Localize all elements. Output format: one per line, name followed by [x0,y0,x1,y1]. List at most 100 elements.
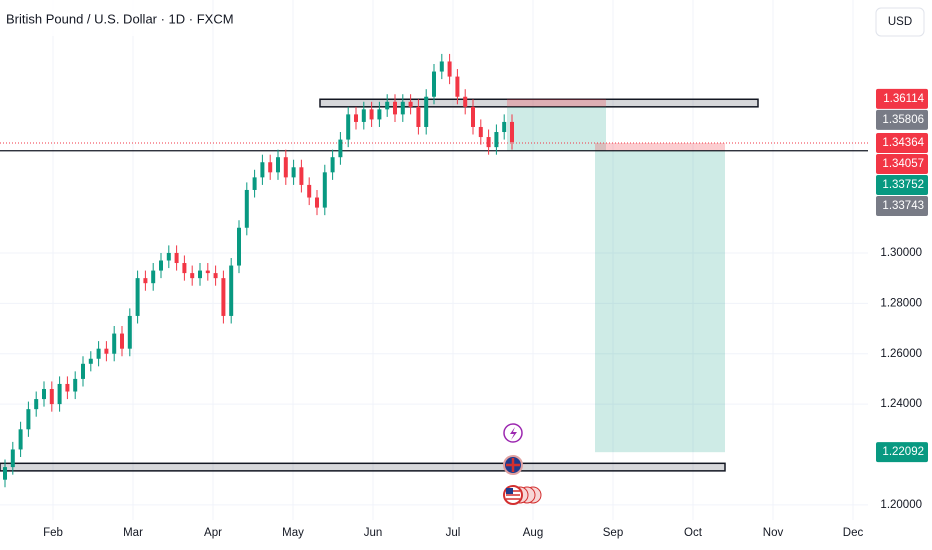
candle-body [166,252,171,261]
time-axis: Feb Mar Apr May Jun Jul Aug Sep Oct Nov Dec [43,527,863,539]
y-tick-label: 1.26000 [880,348,922,360]
price-badge [876,88,928,109]
price-axis-bg [868,0,932,520]
candle-body [96,348,101,359]
candle-body [299,167,304,185]
price-badge-label: 1.35806 [882,114,924,126]
candle-body [385,101,390,110]
candle-body [237,227,241,266]
price-axis: USD 1.30000 1.28000 1.26000 1.24000 1.20000 1… [868,0,932,520]
candle-body [494,132,499,148]
candle-body [151,270,156,284]
candle-body [408,101,413,107]
candle-body [135,278,140,316]
candle-body [49,388,54,405]
candle-body [377,109,382,120]
candle-body [104,348,109,354]
candle-body [10,449,15,468]
candle-body [471,106,475,127]
currency-button-label: USD [888,16,912,28]
candle-body [260,162,265,178]
price-badge [876,133,928,153]
event-icon-glyph [506,488,513,494]
candle-body [315,197,319,208]
x-tick-label: Nov [763,527,784,539]
candle-body [182,263,187,274]
candle-body [322,172,327,208]
candle-body [393,101,397,115]
grid [0,0,868,520]
candle-body [3,467,7,480]
candle-body [65,383,70,392]
candle-body [18,429,23,450]
y-tick-label: 1.28000 [880,297,922,309]
candle-body [346,114,351,140]
stop-zone [595,143,725,151]
price-badge [876,175,928,195]
candle-body [229,265,234,316]
candle-body [400,101,405,115]
price-badge [876,442,928,463]
zone [0,462,726,472]
price-badge [876,154,928,174]
price-badge [876,196,928,216]
zone [319,98,759,108]
candle-body [213,273,218,279]
candle-body [120,333,124,349]
target-zone [595,150,725,453]
candle-body [510,121,514,143]
price-badge-label: 1.22092 [882,446,924,458]
candle-body [159,260,163,271]
drawings [0,98,868,472]
candle-body [190,273,195,279]
x-tick-label: Apr [204,527,222,539]
y-tick-label: 1.24000 [880,398,922,410]
x-tick-label: Jul [446,527,461,539]
candle-body [432,71,436,97]
stop-zone [507,98,606,107]
candle-body [307,184,312,198]
candle-body [42,388,46,400]
candle-body [424,96,429,127]
candle-body [439,61,444,72]
x-tick-label: Dec [843,527,864,539]
candle-body [127,315,132,349]
price-badge [876,109,928,130]
x-tick-label: Sep [603,527,623,539]
candle-body [330,157,335,173]
candle-body [81,363,85,379]
chart-title: British Pound / U.S. Dollar · 1D · FXCM [6,11,234,26]
candle-body [34,399,39,410]
target-zone [507,106,606,151]
candle-body [26,409,31,430]
candle-body [361,109,366,122]
x-tick-label: Feb [43,527,63,539]
candle-body [252,177,257,190]
candle-body [143,278,148,284]
x-tick-label: May [282,527,304,539]
price-badge-label: 1.33752 [882,179,924,191]
candle-body [478,126,483,138]
event-icon-glyph [506,458,520,472]
candles [3,53,514,488]
event-icon-glyph [510,427,517,440]
candle-body [174,252,179,264]
candle-body [57,383,62,405]
price-badge-label: 1.36114 [883,93,924,105]
candle-body [463,96,468,107]
currency-button[interactable] [875,7,925,37]
candle-body [283,157,288,178]
x-tick-label: Jun [364,527,383,539]
candle-body [447,61,452,77]
candle-body [455,76,460,97]
candle-body [486,137,491,148]
x-tick-label: Mar [123,527,143,539]
candle-body [112,333,117,354]
candle-body [276,157,280,173]
candle-body [73,378,78,392]
candle-body [268,162,273,173]
candle-body [354,114,358,122]
title-backdrop [0,0,210,36]
event-icons [503,423,542,505]
candle-body [502,121,507,133]
